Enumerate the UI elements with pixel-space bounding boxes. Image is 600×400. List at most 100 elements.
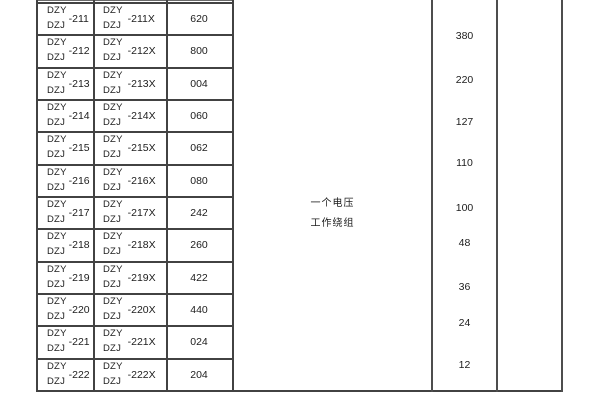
model-number-x: -222X	[127, 368, 156, 381]
model-row: DZY DZJ -221 DZY DZJ -221X 024	[38, 327, 232, 356]
code-cell: 060	[190, 109, 208, 122]
model-x-cell: DZY DZJ -222X	[94, 360, 166, 389]
voltage-value: 380	[455, 30, 474, 42]
model-row: DZY DZJ -215 DZY DZJ -215X 062	[38, 133, 232, 162]
row-separator	[36, 358, 234, 360]
column-divider	[496, 0, 498, 392]
row-separator	[36, 293, 234, 295]
model-number-x: -211X	[127, 12, 155, 25]
series-prefix: DZY DZJ	[47, 199, 67, 225]
empty-column	[498, 0, 561, 390]
series-prefix: DZY DZJ	[103, 231, 123, 257]
model-row: DZY DZJ -216 DZY DZJ -216X 080	[38, 166, 232, 195]
model-number-x: -216X	[127, 174, 156, 187]
model-cell: DZY DZJ -218	[38, 230, 94, 259]
model-cell: DZY DZJ -219	[38, 263, 94, 292]
column-divider	[166, 0, 168, 392]
winding-label-line2: 工作绕组	[310, 218, 355, 229]
model-cell: DZY DZJ -215	[38, 133, 94, 162]
series-prefix: DZY DZJ	[47, 134, 67, 160]
row-separator	[36, 131, 234, 133]
series-prefix: DZY DZJ	[103, 167, 123, 193]
model-number-x: -213X	[127, 77, 156, 90]
model-number-x: -217X	[127, 206, 156, 219]
series-prefix: DZY DZJ	[47, 37, 67, 63]
code-cell: 620	[190, 12, 208, 25]
voltage-value: 110	[456, 157, 473, 169]
model-number: -221	[68, 335, 90, 348]
voltage-value: 36	[458, 281, 471, 293]
series-prefix: DZY DZJ	[103, 296, 123, 322]
model-x-cell: DZY DZJ -215X	[94, 133, 166, 162]
model-number: -218	[68, 238, 90, 251]
model-number: -216	[68, 174, 90, 187]
model-number-x: -220X	[127, 303, 156, 316]
column-divider	[93, 0, 95, 392]
code-cell: 440	[190, 303, 208, 316]
model-number: -220	[68, 303, 90, 316]
code-cell: 260	[190, 238, 208, 251]
series-prefix: DZY DZJ	[103, 70, 123, 96]
model-x-cell: DZY DZJ -219X	[94, 263, 166, 292]
voltage-value: 127	[455, 116, 474, 128]
row-separator	[36, 67, 234, 69]
table-border-left	[36, 0, 38, 392]
model-x-cell: DZY DZJ -214X	[94, 101, 166, 130]
model-row: DZY DZJ -212 DZY DZJ -212X 800	[38, 36, 232, 65]
model-number: -212	[68, 44, 90, 57]
model-row: DZY DZJ -219 DZY DZJ -219X 422	[38, 263, 232, 292]
model-number-x: -215X	[127, 141, 156, 154]
model-number: -213	[68, 77, 90, 90]
code-cell: 800	[190, 44, 208, 57]
model-row: DZY DZJ -222 DZY DZJ -222X 204	[38, 360, 232, 389]
winding-label-line1: 一个电压	[310, 198, 355, 209]
model-cell: DZY DZJ -217	[38, 198, 94, 227]
model-cell: DZY DZJ -216	[38, 166, 94, 195]
model-x-cell: DZY DZJ -211X	[94, 4, 166, 33]
winding-label: 一个电压 工作绕组	[234, 194, 431, 234]
voltage-value: 12	[458, 359, 471, 371]
model-cell: DZY DZJ -221	[38, 327, 94, 356]
model-x-cell: DZY DZJ -212X	[94, 36, 166, 65]
voltage-value: 48	[458, 237, 471, 249]
series-prefix: DZY DZJ	[47, 264, 67, 290]
model-row: DZY DZJ -217 DZY DZJ -217X 242	[38, 198, 232, 227]
model-x-cell: DZY DZJ -216X	[94, 166, 166, 195]
model-row: DZY DZJ -220 DZY DZJ -220X 440	[38, 295, 232, 324]
model-number-x: -221X	[127, 335, 156, 348]
model-x-cell: DZY DZJ -221X	[94, 327, 166, 356]
row-separator	[36, 34, 234, 36]
series-prefix: DZY DZJ	[103, 199, 123, 225]
series-prefix: DZY DZJ	[103, 361, 123, 387]
code-cell: 204	[190, 368, 208, 381]
model-number-x: -212X	[127, 44, 156, 57]
voltage-value: 220	[455, 74, 474, 86]
model-number: -214	[68, 109, 90, 122]
series-prefix: DZY DZJ	[103, 5, 123, 31]
model-cell: DZY DZJ -213	[38, 69, 94, 98]
table-border-bottom	[36, 390, 563, 392]
model-cell: DZY DZJ -220	[38, 295, 94, 324]
series-prefix: DZY DZJ	[47, 70, 67, 96]
model-number-x: -214X	[127, 109, 156, 122]
code-cell: 422	[190, 271, 208, 284]
code-cell: 004	[190, 77, 208, 90]
model-row: DZY DZJ -218 DZY DZJ -218X 260	[38, 230, 232, 259]
table-border-top-fragment	[36, 0, 234, 1]
voltage-value: 24	[458, 317, 471, 329]
series-prefix: DZY DZJ	[47, 102, 67, 128]
column-divider	[232, 0, 234, 392]
series-prefix: DZY DZJ	[103, 102, 123, 128]
model-number-x: -219X	[127, 271, 156, 284]
model-x-cell: DZY DZJ -217X	[94, 198, 166, 227]
voltage-column: 380 220 127 110 100 48 36 24 12	[433, 0, 496, 392]
model-cell: DZY DZJ -211	[38, 4, 94, 33]
model-number: -215	[68, 141, 90, 154]
series-prefix: DZY DZJ	[103, 328, 123, 354]
series-prefix: DZY DZJ	[47, 5, 67, 31]
model-number: -219	[68, 271, 90, 284]
table-border-right	[561, 0, 563, 392]
model-number-x: -218X	[127, 238, 156, 251]
row-separator	[36, 164, 234, 166]
